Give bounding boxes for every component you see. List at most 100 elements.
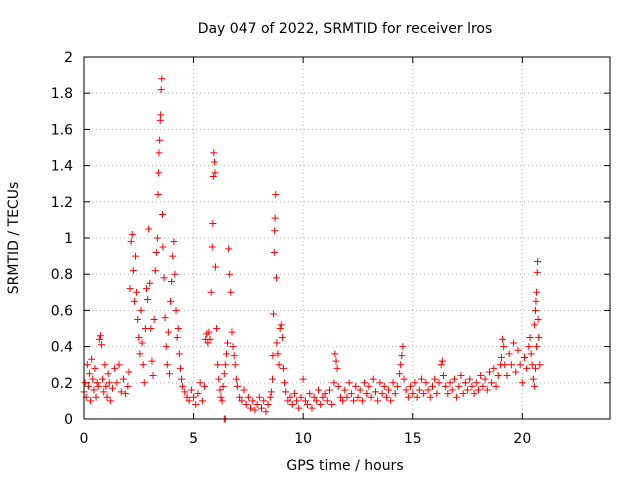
data-point: [464, 386, 472, 394]
data-point: [158, 75, 166, 83]
data-point: [145, 225, 153, 233]
data-point: [88, 355, 96, 363]
data-point: [490, 364, 498, 372]
data-point: [81, 379, 89, 387]
data-point: [105, 379, 113, 387]
data-point: [274, 350, 282, 358]
data-point: [266, 393, 274, 401]
data-point: [95, 335, 103, 343]
data-point: [404, 393, 412, 401]
x-tick-label: 10: [294, 431, 312, 447]
data-point: [380, 382, 388, 390]
data-point: [209, 172, 217, 180]
data-point: [99, 375, 107, 383]
data-point: [475, 386, 482, 394]
data-point: [210, 149, 218, 157]
data-point: [165, 370, 173, 378]
data-point: [179, 382, 187, 390]
data-point: [158, 210, 166, 218]
data-point: [345, 379, 353, 387]
data-point: [492, 382, 500, 390]
y-tick-label: 1.4: [51, 159, 73, 175]
data-point: [333, 364, 341, 372]
data-point: [175, 350, 183, 358]
data-point: [297, 393, 305, 401]
data-point: [505, 350, 513, 358]
data-point: [444, 390, 452, 398]
data-point: [356, 386, 364, 394]
data-point: [244, 393, 252, 401]
data-point: [147, 325, 155, 332]
data-point: [111, 364, 119, 372]
data-point: [310, 393, 318, 401]
x-axis-label: GPS time / hours: [286, 458, 403, 474]
data-point: [407, 382, 415, 390]
data-point: [249, 397, 257, 405]
data-point: [178, 375, 186, 383]
data-point: [339, 397, 347, 405]
data-point: [218, 397, 226, 405]
data-point: [267, 388, 275, 396]
data-point: [413, 393, 421, 401]
y-tick-label: 0.8: [51, 267, 73, 283]
data-point: [217, 393, 225, 401]
y-tick-label: 0.2: [51, 376, 73, 392]
data-point: [350, 397, 358, 405]
data-point: [103, 393, 111, 401]
data-point: [321, 390, 329, 398]
data-point: [117, 388, 125, 396]
data-point: [201, 382, 209, 390]
data-point: [172, 306, 180, 314]
data-point: [498, 353, 506, 361]
data-point: [477, 372, 485, 380]
data-point: [479, 382, 487, 390]
data-point: [332, 357, 340, 365]
data-point: [367, 393, 375, 401]
data-point: [399, 343, 407, 351]
data-point: [328, 401, 336, 409]
data-point: [126, 285, 134, 293]
data-point: [466, 375, 474, 383]
data-point: [415, 386, 423, 394]
data-point: [361, 379, 369, 387]
data-point: [216, 386, 224, 394]
data-point: [446, 379, 454, 387]
data-point: [119, 375, 127, 383]
data-point: [232, 375, 240, 383]
data-point: [507, 361, 515, 369]
data-point: [170, 238, 178, 246]
data-point: [347, 390, 355, 398]
data-point: [488, 379, 496, 387]
data-point: [376, 379, 384, 387]
data-point: [448, 386, 456, 394]
data-point: [426, 393, 434, 401]
data-point: [251, 406, 259, 414]
data-point: [227, 288, 235, 296]
data-point: [301, 397, 309, 405]
data-point: [271, 227, 279, 235]
data-point: [225, 245, 233, 253]
data-point: [453, 393, 461, 401]
data-point: [92, 393, 100, 401]
data-point: [211, 169, 219, 177]
data-point: [221, 361, 229, 369]
data-point: [91, 364, 99, 372]
y-tick-label: 0.4: [51, 340, 73, 356]
data-point: [93, 379, 101, 387]
data-point: [208, 243, 216, 251]
data-point: [238, 397, 246, 405]
data-point: [100, 388, 108, 396]
data-point: [358, 397, 366, 405]
data-point: [124, 382, 132, 390]
data-point: [323, 397, 331, 405]
data-point: [260, 397, 268, 405]
y-tick-label: 1.6: [51, 122, 73, 138]
data-point: [371, 388, 379, 396]
data-point: [135, 334, 143, 342]
data-point: [336, 393, 344, 401]
data-point: [521, 353, 529, 361]
data-point: [500, 343, 508, 351]
data-point: [115, 361, 123, 369]
data-point: [140, 379, 148, 387]
data-point: [385, 386, 393, 394]
